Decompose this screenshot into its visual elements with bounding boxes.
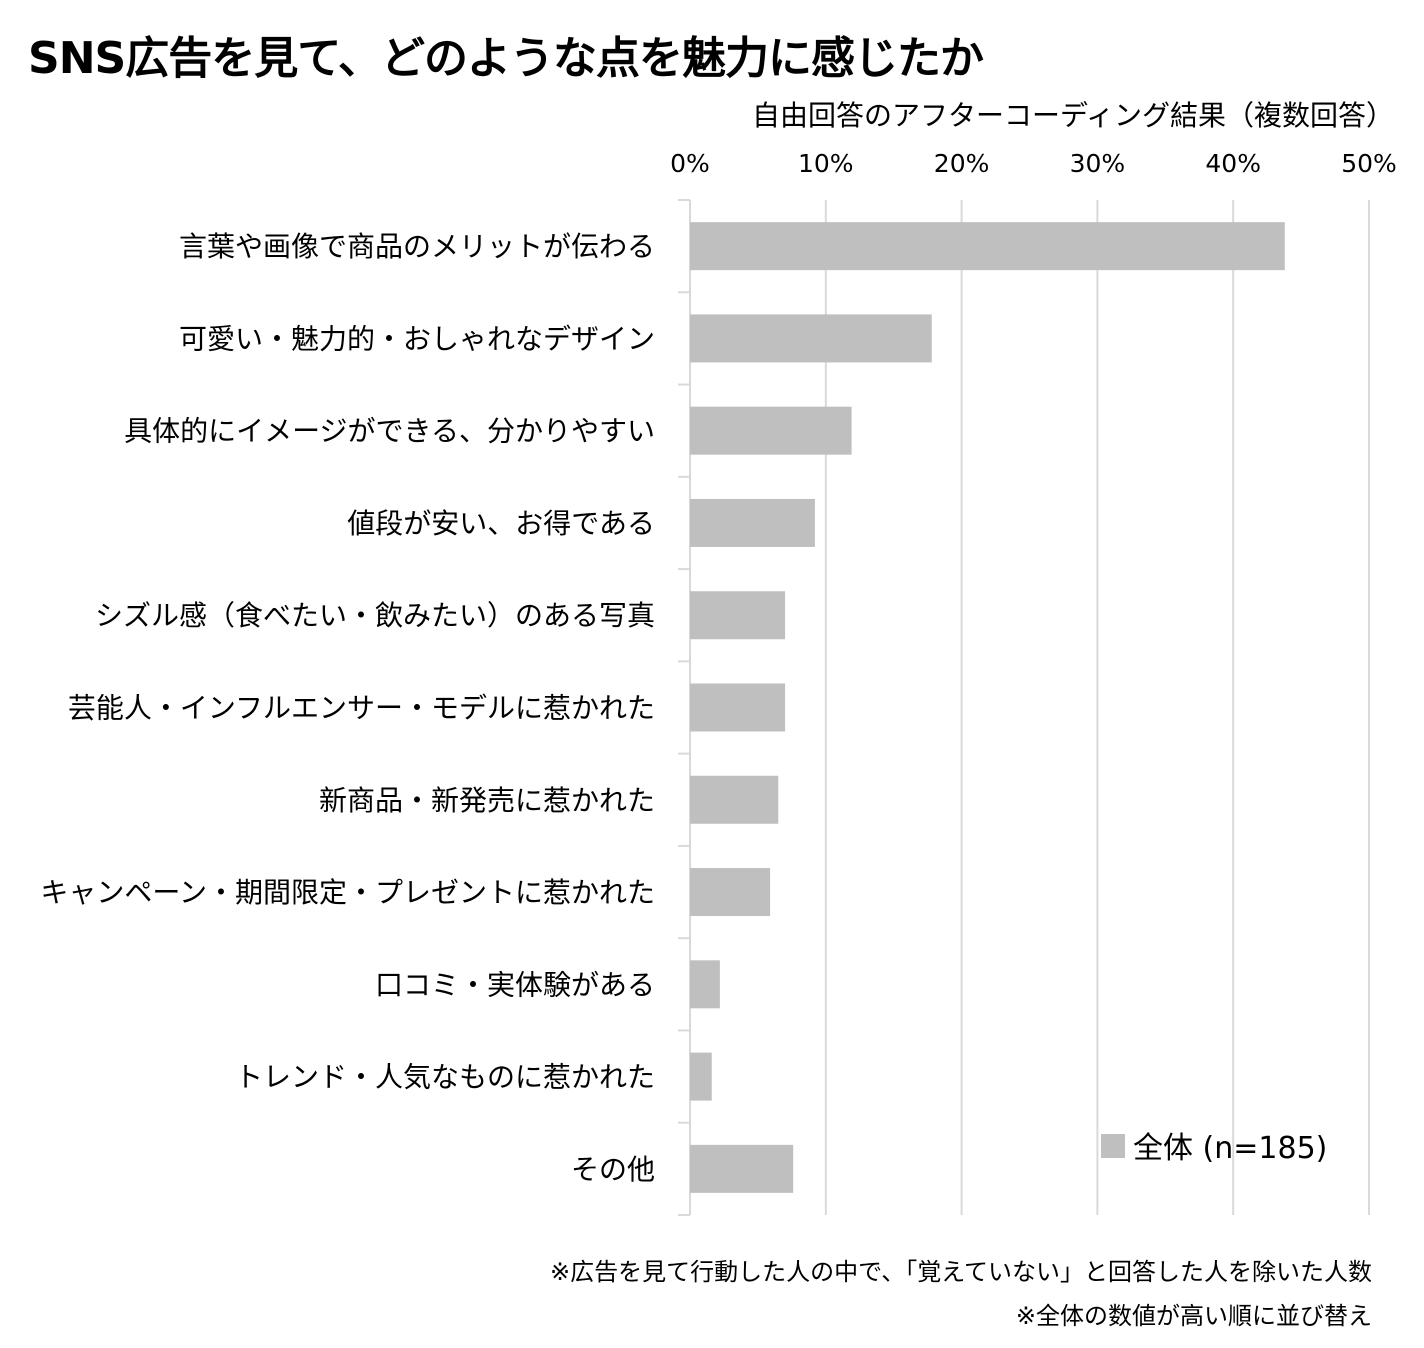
legend-swatch [1101,1134,1125,1158]
x-tick-label: 30% [1070,149,1126,178]
bar [690,314,932,363]
bar [690,406,852,455]
x-tick-label: 50% [1341,149,1397,178]
category-label: 芸能人・インフルエンサー・モデルに惹かれた [68,692,655,725]
x-tick-label: 0% [670,149,710,178]
bar [690,1144,794,1193]
category-label: 新商品・新発売に惹かれた [319,784,655,817]
category-label: トレンド・人気なものに惹かれた [235,1061,655,1094]
bar [690,591,786,640]
chart-subtitle: 自由回答のアフターコーディング結果（複数回答） [751,99,1394,132]
category-label: 口コミ・実体験がある [375,968,655,1001]
bar [690,683,786,732]
category-label: キャンペーン・期間限定・プレゼントに惹かれた [40,876,655,909]
x-tick-label: 10% [798,149,854,178]
category-label: 言葉や画像で商品のメリットが伝わる [179,230,655,263]
category-label: 値段が安い、お得である [347,507,655,540]
category-label: 具体的にイメージができる、分かりやすい [124,415,655,448]
bar [690,960,720,1009]
bar [690,868,771,917]
category-label: 可愛い・魅力的・おしゃれなデザイン [179,322,655,355]
bar [690,775,779,824]
bar [690,498,815,547]
category-label: その他 [571,1153,655,1186]
category-label: シズル感（食べたい・飲みたい）のある写真 [95,599,655,632]
x-tick-label: 40% [1205,149,1261,178]
chart-title: SNS広告を見て、どのような点を魅力に感じたか [28,33,984,84]
legend-label: 全体 (n=185) [1133,1131,1327,1166]
x-tick-label: 20% [934,149,990,178]
footnote-2: ※全体の数値が高い順に並び替え [1015,1302,1372,1330]
footnote-1: ※広告を見て行動した人の中で、「覚えていない」と回答した人を除いた人数 [550,1258,1372,1286]
bar [690,222,1285,271]
bar [690,1052,712,1101]
